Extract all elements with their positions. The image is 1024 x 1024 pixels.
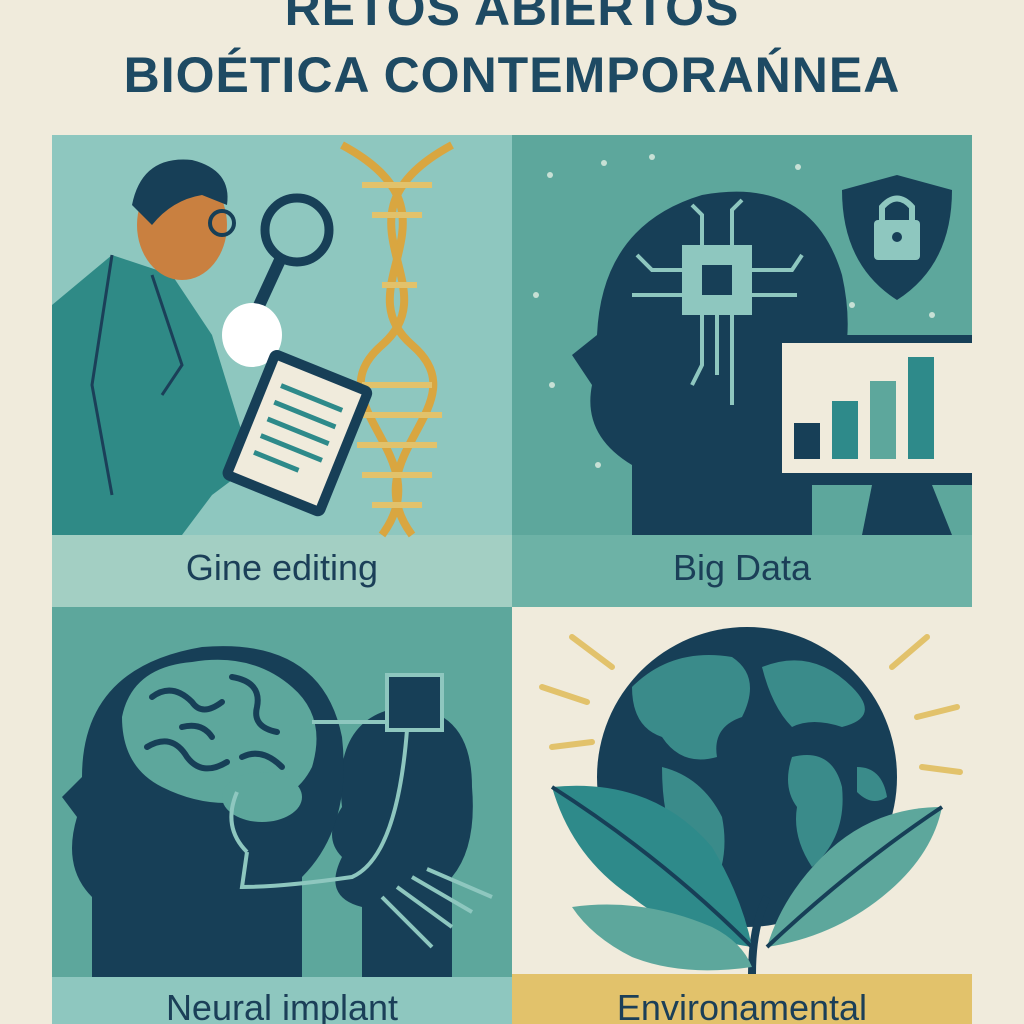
scientist-dna-icon: [52, 135, 512, 607]
panel-big-data: Big Data: [512, 135, 972, 607]
poster-title-line-2: BIOÉTICA CONTEMPORAŃNEA: [123, 47, 901, 103]
poster-title-line-1: RETOS ABIERTOS: [284, 0, 740, 36]
ai-head-data-icon: [512, 135, 972, 607]
panel-label-gene-editing: Gine editing: [185, 547, 379, 588]
panel-label-neural-implant: Neural implant: [165, 987, 399, 1024]
panel-neural-implant: Neural implant: [52, 607, 512, 1024]
panel-gene-editing: Gine editing: [52, 135, 512, 607]
earth-plant-icon: [512, 607, 972, 1024]
panel-label-environmental: Environamental: [616, 987, 868, 1024]
panel-environmental: Environamental: [512, 607, 972, 1024]
panel-label-big-data: Big Data: [672, 547, 812, 588]
brain-implant-icon: [52, 607, 512, 1024]
